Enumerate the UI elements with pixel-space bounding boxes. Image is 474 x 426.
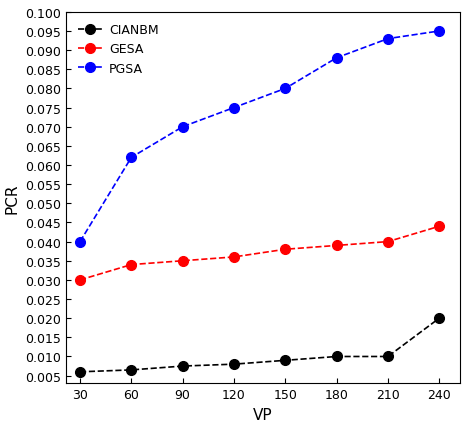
X-axis label: VP: VP [253,407,273,422]
PGSA [437,29,442,35]
CIANBM [334,354,339,359]
Line: GESA: GESA [75,222,444,285]
Y-axis label: PCR: PCR [5,183,20,213]
CIANBM [180,364,185,369]
PGSA [231,106,237,111]
CIANBM [77,369,83,374]
CIANBM [385,354,391,359]
GESA [385,239,391,245]
Legend: CIANBM, GESA, PGSA: CIANBM, GESA, PGSA [73,19,164,81]
CIANBM [283,358,288,363]
GESA [231,255,237,260]
GESA [180,259,185,264]
PGSA [77,239,83,245]
GESA [334,243,339,248]
CIANBM [231,362,237,367]
PGSA [334,56,339,61]
PGSA [283,86,288,92]
CIANBM [128,368,134,373]
Line: PGSA: PGSA [75,27,444,247]
Line: CIANBM: CIANBM [75,314,444,377]
GESA [437,224,442,229]
CIANBM [437,316,442,321]
GESA [77,278,83,283]
PGSA [128,155,134,161]
PGSA [180,125,185,130]
GESA [283,247,288,252]
GESA [128,262,134,268]
PGSA [385,37,391,42]
